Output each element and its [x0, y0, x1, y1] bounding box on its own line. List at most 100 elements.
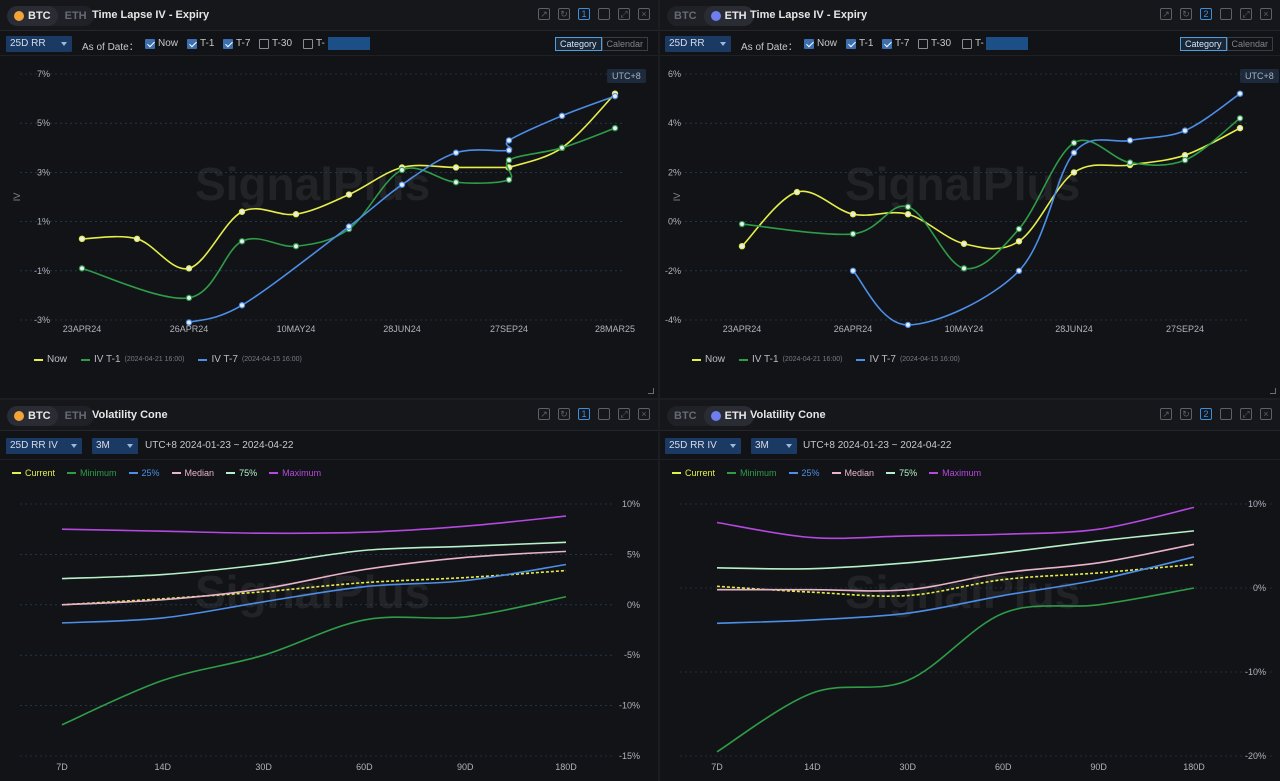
check-label: T-30: [272, 38, 293, 49]
panel-tools: ↗ ↻ 1 ⤢ ×: [538, 8, 650, 20]
copy-icon[interactable]: [598, 8, 610, 20]
legend-25[interactable]: 25%: [128, 468, 160, 478]
refresh-icon[interactable]: ↻: [1180, 408, 1192, 420]
legend-minimum[interactable]: Minimum: [727, 468, 777, 478]
data-point: [1236, 124, 1244, 132]
period-select[interactable]: 3M: [751, 438, 797, 454]
copy-icon[interactable]: [598, 408, 610, 420]
copy-icon[interactable]: [1220, 408, 1232, 420]
legend-t1[interactable]: IV T-1 (2024-04-21 16:00): [739, 354, 842, 365]
tab-category[interactable]: Category: [555, 37, 602, 51]
coin-btc-tab[interactable]: BTC: [7, 406, 58, 426]
share-icon[interactable]: ↗: [538, 408, 550, 420]
x-tick-label: 180D: [555, 762, 577, 772]
data-point: [505, 176, 513, 183]
y-tick-label: 4%: [668, 118, 681, 128]
check-label: T-7: [895, 38, 910, 49]
link-group-badge[interactable]: 2: [1200, 8, 1212, 20]
legend-now[interactable]: Now: [34, 354, 67, 365]
legend-swatch: [788, 472, 798, 474]
legend-t7[interactable]: IV T-7 (2024-04-15 16:00): [198, 354, 302, 365]
share-icon[interactable]: ↗: [1160, 408, 1172, 420]
timezone-badge: UTC+8: [1240, 69, 1279, 83]
resize-handle[interactable]: [1270, 388, 1276, 394]
legend-maximum[interactable]: Maximum: [929, 468, 981, 478]
legend-75[interactable]: 75%: [226, 468, 257, 478]
chart-legend: Current Minimum 25% Median 75% Maximum: [12, 468, 321, 478]
data-point: [398, 181, 406, 188]
coin-eth-tab[interactable]: ETH: [703, 6, 754, 26]
legend-maximum[interactable]: Maximum: [269, 468, 321, 478]
check-now[interactable]: Now: [145, 38, 178, 49]
legend-label: Now: [705, 354, 726, 365]
check-t30[interactable]: T-30: [918, 38, 951, 49]
custom-days-input[interactable]: [986, 37, 1028, 50]
tab-category[interactable]: Category: [1180, 37, 1227, 51]
refresh-icon[interactable]: ↻: [558, 8, 570, 20]
coin-btc-tab[interactable]: BTC: [674, 10, 697, 22]
check-t30[interactable]: T-30: [259, 38, 292, 49]
y-tick-label: 10%: [1248, 499, 1266, 509]
expand-icon[interactable]: ⤢: [1240, 408, 1252, 420]
series-line: [716, 587, 1195, 753]
legend-25[interactable]: 25%: [788, 468, 820, 478]
legend-label: Now: [47, 354, 68, 365]
check-custom[interactable]: T-: [303, 38, 325, 49]
metric-select[interactable]: 25D RR: [665, 36, 731, 52]
metric-select[interactable]: 25D RR: [6, 36, 72, 52]
legend-label: Minimum: [740, 468, 777, 478]
close-icon[interactable]: ×: [1260, 8, 1272, 20]
refresh-icon[interactable]: ↻: [1180, 8, 1192, 20]
check-t1[interactable]: T-1: [187, 38, 214, 49]
metric-select[interactable]: 25D RR IV: [6, 438, 82, 454]
y-tick-label: 10%: [622, 499, 640, 509]
check-custom[interactable]: T-: [962, 38, 984, 49]
x-tick-label: 30D: [900, 762, 917, 772]
coin-btc-tab[interactable]: BTC: [674, 410, 697, 422]
tab-calendar[interactable]: Calendar: [601, 37, 649, 51]
legend-now[interactable]: Now: [692, 354, 725, 365]
asof-label: As of Date：: [82, 42, 139, 53]
legend-minimum[interactable]: Minimum: [67, 468, 117, 478]
y-tick-label: -10%: [619, 701, 640, 711]
legend-median[interactable]: Median: [831, 468, 874, 478]
coin-eth-tab[interactable]: ETH: [64, 410, 87, 422]
y-tick-label: -4%: [665, 315, 681, 325]
x-tick-label: 28MAR25: [595, 324, 635, 334]
link-group-badge[interactable]: 1: [578, 408, 590, 420]
link-group-badge[interactable]: 1: [578, 8, 590, 20]
check-t7[interactable]: T-7: [223, 38, 250, 49]
close-icon[interactable]: ×: [638, 408, 650, 420]
refresh-icon[interactable]: ↻: [558, 408, 570, 420]
legend-median[interactable]: Median: [171, 468, 214, 478]
check-t1[interactable]: T-1: [846, 38, 873, 49]
coin-eth-tab[interactable]: ETH: [64, 10, 87, 22]
legend-current[interactable]: Current: [12, 468, 55, 478]
share-icon[interactable]: ↗: [538, 8, 550, 20]
resize-handle[interactable]: [648, 388, 654, 394]
panel-header: BTC ETH Volatility Cone ↗ ↻ 1 ⤢ ×: [0, 400, 658, 431]
metric-select[interactable]: 25D RR IV: [665, 438, 741, 454]
legend-swatch: [269, 472, 279, 474]
data-point: [78, 235, 86, 243]
legend-t7[interactable]: IV T-7 (2024-04-15 16:00): [856, 354, 960, 365]
link-group-badge[interactable]: 2: [1200, 408, 1212, 420]
legend-t1[interactable]: IV T-1 (2024-04-21 16:00): [81, 354, 184, 365]
expand-icon[interactable]: ⤢: [618, 8, 630, 20]
period-select[interactable]: 3M: [92, 438, 138, 454]
close-icon[interactable]: ×: [638, 8, 650, 20]
legend-75[interactable]: 75%: [886, 468, 917, 478]
close-icon[interactable]: ×: [1260, 408, 1272, 420]
coin-eth-tab[interactable]: ETH: [703, 406, 754, 426]
custom-days-input[interactable]: [328, 37, 370, 50]
share-icon[interactable]: ↗: [1160, 8, 1172, 20]
coin-btc-tab[interactable]: BTC: [7, 6, 58, 26]
tab-calendar[interactable]: Calendar: [1226, 37, 1274, 51]
data-point: [1015, 267, 1023, 274]
expand-icon[interactable]: ⤢: [618, 408, 630, 420]
legend-current[interactable]: Current: [672, 468, 715, 478]
copy-icon[interactable]: [1220, 8, 1232, 20]
check-t7[interactable]: T-7: [882, 38, 909, 49]
expand-icon[interactable]: ⤢: [1240, 8, 1252, 20]
check-now[interactable]: Now: [804, 38, 837, 49]
